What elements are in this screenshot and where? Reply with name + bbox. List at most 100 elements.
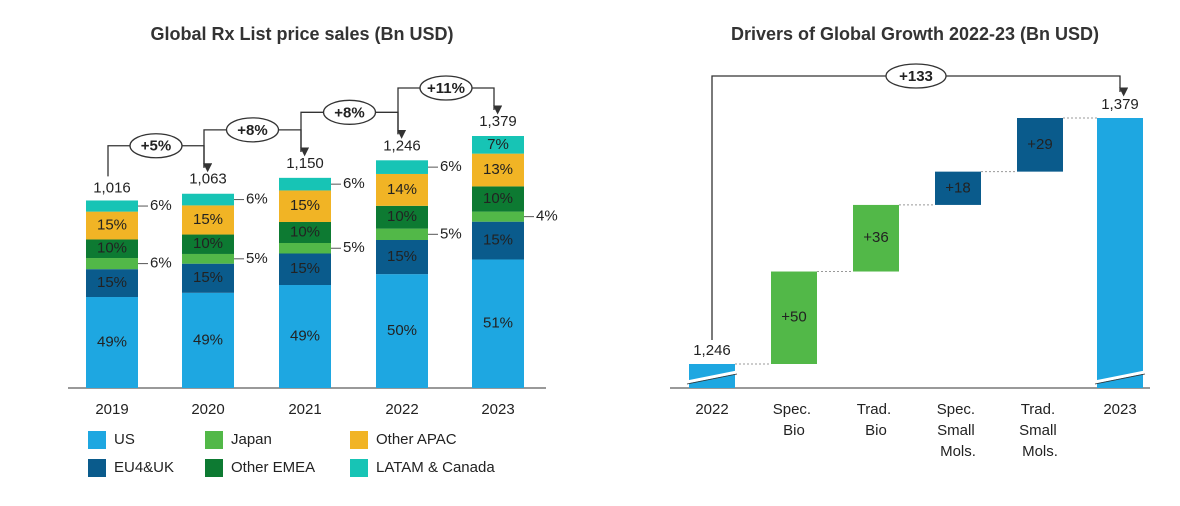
bar-segment xyxy=(279,221,331,243)
data-label: 4% xyxy=(536,208,558,225)
data-label: 14% xyxy=(387,181,417,198)
bar-segment xyxy=(279,177,331,191)
bar-segment xyxy=(279,190,331,222)
legend-label: EU4&UK xyxy=(114,459,174,476)
bar-segment xyxy=(279,285,331,388)
data-label: 51% xyxy=(483,315,513,332)
axis-break xyxy=(1094,370,1146,384)
bar-segment xyxy=(182,253,234,264)
data-label: 6% xyxy=(246,191,268,208)
bar xyxy=(935,171,981,205)
legend-swatch xyxy=(88,459,106,477)
data-label: 15% xyxy=(483,232,513,249)
bar-segment xyxy=(86,297,138,388)
bar-segment xyxy=(472,259,524,388)
growth-label: +5% xyxy=(141,138,171,155)
data-label: 15% xyxy=(97,274,127,291)
chart-title: Global Rx List price sales (Bn USD) xyxy=(150,24,453,44)
bar-segment xyxy=(279,253,331,286)
bar-segment xyxy=(472,221,524,260)
bar-segment xyxy=(376,239,428,275)
legend-label: LATAM & Canada xyxy=(376,459,495,476)
total-label: 1,150 xyxy=(286,155,324,172)
x-tick-label: 2023 xyxy=(1103,401,1136,418)
data-label: 15% xyxy=(290,260,320,277)
chart-title: Drivers of Global Growth 2022-23 (Bn USD… xyxy=(731,24,1099,44)
data-label: 1,246 xyxy=(693,342,731,359)
bar-segment xyxy=(86,239,138,259)
x-tick-label: Spec. Small Mols. xyxy=(937,401,980,460)
axis-break xyxy=(686,370,738,384)
bar-segment xyxy=(472,211,524,222)
total-label: 1,379 xyxy=(479,113,517,130)
axis-break xyxy=(1094,373,1146,385)
bar-segment xyxy=(376,173,428,206)
legend-swatch xyxy=(88,431,106,449)
x-tick-label: 2023 xyxy=(481,401,514,418)
data-label: 49% xyxy=(193,331,223,348)
bar-segment xyxy=(182,193,234,206)
data-label: +29 xyxy=(1027,136,1052,153)
growth-label: +133 xyxy=(899,68,933,85)
data-label: 5% xyxy=(440,225,462,242)
bar-segment xyxy=(86,200,138,212)
growth-label: +11% xyxy=(427,80,465,97)
data-label: 5% xyxy=(246,250,268,267)
bar-segment xyxy=(472,153,524,187)
total-label: 1,063 xyxy=(189,171,227,188)
x-tick-label: 2022 xyxy=(385,401,418,418)
bar-segment xyxy=(376,274,428,388)
bar-segment xyxy=(472,186,524,212)
data-label: 50% xyxy=(387,322,417,339)
bar-segment xyxy=(182,234,234,254)
data-label: 10% xyxy=(387,208,417,225)
data-label: 10% xyxy=(290,223,320,240)
bar-segment xyxy=(182,263,234,293)
growth-bubble xyxy=(419,75,473,101)
x-tick-label: Spec. Bio xyxy=(773,401,816,439)
data-label: 6% xyxy=(150,197,172,214)
data-label: 7% xyxy=(487,136,509,153)
bar xyxy=(771,271,817,364)
growth-label: +8% xyxy=(334,104,364,121)
data-label: +18 xyxy=(945,179,970,196)
data-label: 10% xyxy=(97,240,127,257)
bar-segment xyxy=(472,136,524,154)
data-label: 15% xyxy=(387,248,417,265)
axis-break xyxy=(686,373,738,385)
data-label: 15% xyxy=(193,211,223,228)
total-label: 1,246 xyxy=(383,137,421,154)
data-label: 10% xyxy=(483,190,513,207)
data-label: 49% xyxy=(290,327,320,344)
data-label: 5% xyxy=(343,239,365,256)
bar-segment xyxy=(86,258,138,270)
growth-label: +8% xyxy=(237,122,267,139)
legend-label: US xyxy=(114,431,135,448)
x-tick-label: Trad. Small Mols. xyxy=(1019,401,1061,460)
bar-segment xyxy=(376,160,428,174)
data-label: 15% xyxy=(193,269,223,286)
x-tick-label: 2022 xyxy=(695,401,728,418)
data-label: 6% xyxy=(150,255,172,272)
data-label: 49% xyxy=(97,333,127,350)
data-label: 6% xyxy=(343,175,365,192)
legend-label: Japan xyxy=(231,431,272,448)
data-label: 13% xyxy=(483,161,513,178)
growth-bubble xyxy=(322,99,377,125)
total-label: 1,016 xyxy=(93,179,131,196)
bar xyxy=(1017,118,1063,172)
legend-label: Other EMEA xyxy=(231,459,315,476)
bar-segment xyxy=(182,205,234,235)
data-label: +36 xyxy=(863,229,888,246)
legend-swatch xyxy=(205,431,223,449)
x-tick-label: Trad. Bio xyxy=(857,401,896,439)
data-label: 15% xyxy=(97,217,127,234)
legend-swatch xyxy=(350,459,368,477)
data-label: 15% xyxy=(290,197,320,214)
bar xyxy=(1097,118,1143,388)
x-tick-label: 2020 xyxy=(191,401,224,418)
bar xyxy=(853,204,899,272)
growth-bubble xyxy=(225,117,280,143)
data-label: 1,379 xyxy=(1101,96,1139,113)
